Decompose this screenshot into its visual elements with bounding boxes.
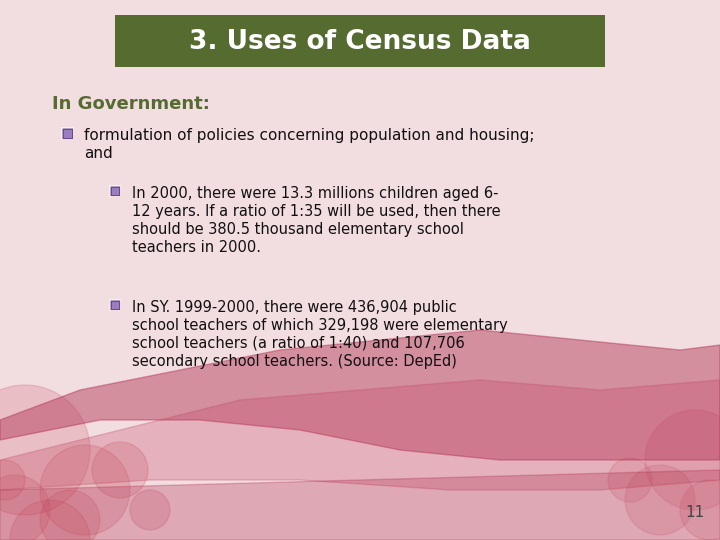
Text: secondary school teachers. (Source: DepEd): secondary school teachers. (Source: DepE…	[132, 354, 457, 369]
Text: teachers in 2000.: teachers in 2000.	[132, 240, 261, 255]
Text: In Government:: In Government:	[52, 95, 210, 113]
Circle shape	[130, 490, 170, 530]
FancyBboxPatch shape	[112, 301, 119, 308]
Circle shape	[10, 500, 90, 540]
Circle shape	[680, 480, 720, 540]
FancyBboxPatch shape	[110, 300, 120, 310]
FancyBboxPatch shape	[112, 187, 119, 194]
Circle shape	[92, 442, 148, 498]
FancyBboxPatch shape	[115, 15, 605, 67]
Circle shape	[608, 458, 652, 502]
Text: school teachers of which 329,198 were elementary: school teachers of which 329,198 were el…	[132, 318, 508, 333]
Text: should be 380.5 thousand elementary school: should be 380.5 thousand elementary scho…	[132, 222, 464, 237]
Polygon shape	[0, 470, 720, 540]
Circle shape	[0, 460, 25, 500]
Text: 11: 11	[685, 505, 705, 520]
Text: In 2000, there were 13.3 millions children aged 6-: In 2000, there were 13.3 millions childr…	[132, 186, 498, 201]
Circle shape	[625, 465, 695, 535]
Circle shape	[40, 490, 100, 540]
Circle shape	[0, 385, 90, 515]
Text: In SY. 1999-2000, there were 436,904 public: In SY. 1999-2000, there were 436,904 pub…	[132, 300, 456, 315]
Text: 12 years. If a ratio of 1:35 will be used, then there: 12 years. If a ratio of 1:35 will be use…	[132, 204, 500, 219]
FancyBboxPatch shape	[62, 128, 73, 139]
Polygon shape	[0, 380, 720, 490]
FancyBboxPatch shape	[63, 130, 71, 138]
Text: formulation of policies concerning population and housing;: formulation of policies concerning popul…	[84, 128, 534, 143]
Polygon shape	[0, 330, 720, 460]
Text: school teachers (a ratio of 1:40) and 107,706: school teachers (a ratio of 1:40) and 10…	[132, 336, 464, 351]
Text: 3. Uses of Census Data: 3. Uses of Census Data	[189, 29, 531, 55]
Circle shape	[645, 410, 720, 510]
Circle shape	[0, 475, 50, 540]
Text: and: and	[84, 146, 113, 161]
Circle shape	[40, 445, 130, 535]
FancyBboxPatch shape	[110, 186, 120, 196]
